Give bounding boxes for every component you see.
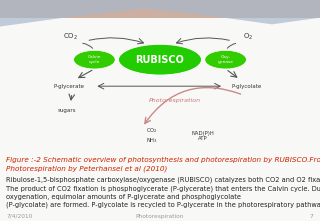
Polygon shape [0,18,320,221]
Ellipse shape [205,50,246,69]
Text: Calvin
cycle: Calvin cycle [88,55,101,64]
Text: Ribulose-1,5-bisphosphate carboxylase/oxygenase (RUBISCO) catalyzes both CO2 and: Ribulose-1,5-bisphosphate carboxylase/ox… [6,177,320,208]
Text: sugars: sugars [58,108,76,113]
Text: CO$_2$: CO$_2$ [63,31,78,42]
Text: Photorespiration: Photorespiration [136,214,184,219]
Text: 7: 7 [310,214,314,219]
Text: 7/4/2010: 7/4/2010 [6,214,33,219]
Text: Photorespiration: Photorespiration [148,98,200,103]
Ellipse shape [74,50,115,69]
Text: RUBISCO: RUBISCO [136,55,184,65]
Text: Oxy-
genase: Oxy- genase [218,55,234,64]
Text: P-glycolate: P-glycolate [231,84,261,89]
Ellipse shape [118,44,202,75]
Polygon shape [0,0,320,40]
Text: Figure :-2 Schematic overview of photosynthesis and photorespiration by RUBISCO.: Figure :-2 Schematic overview of photosy… [6,157,320,172]
Text: P-glycerate: P-glycerate [53,84,84,89]
Polygon shape [0,0,320,27]
Text: O$_2$: O$_2$ [243,31,253,42]
Text: NAD(P)H
ATP: NAD(P)H ATP [192,131,215,141]
Text: CO$_2$
NH$_3$: CO$_2$ NH$_3$ [146,126,158,145]
